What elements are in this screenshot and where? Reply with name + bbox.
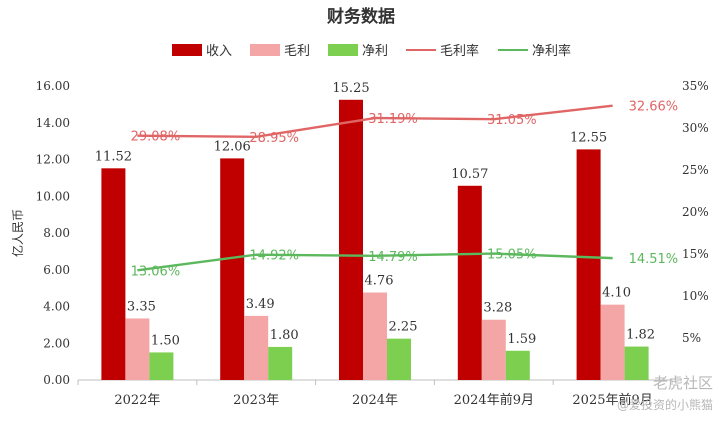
y-tick-label-9: 16.00: [36, 79, 70, 93]
bar-label-3-5: 1.82: [626, 328, 655, 343]
bar-2-3: [363, 292, 387, 380]
bar-3-5: [624, 346, 649, 380]
bar-3-4: [505, 350, 530, 380]
bar-3-2: [268, 346, 293, 380]
bar-1-4: [457, 185, 482, 380]
legend-swatch-1: [172, 44, 202, 56]
x-tick-label-5: 2025年前9月: [572, 392, 652, 408]
bar-1-3: [339, 99, 363, 380]
watermark-author: @爱投资的小熊猫: [616, 398, 713, 412]
line-label-1-1: 29.08%: [131, 130, 181, 145]
line-label-1-4: 31.05%: [487, 113, 537, 128]
legend-label-2: 毛利: [284, 44, 310, 59]
y-tick-label-7: 12.00: [36, 153, 70, 167]
bar-label-2-3: 4.76: [365, 274, 394, 289]
y2-tick-label-1: 5%: [682, 331, 701, 345]
bar-label-3-1: 1.50: [151, 333, 180, 348]
bar-2-2: [244, 315, 269, 380]
y-axis-title: 亿人民币: [10, 209, 25, 257]
y2-tick-label-5: 25%: [682, 163, 709, 177]
legend-label-3: 净利: [362, 44, 388, 59]
y-tick-label-8: 14.00: [36, 116, 70, 130]
bar-1-1: [101, 168, 126, 380]
y-tick-label-3: 4.00: [43, 300, 70, 314]
y-tick-label-2: 2.00: [43, 336, 70, 350]
bar-label-3-3: 2.25: [389, 320, 418, 335]
bar-1-5: [576, 149, 601, 380]
bar-label-1-4: 10.57: [451, 167, 488, 182]
line-label-2-5: 14.51%: [629, 252, 679, 267]
bar-label-2-2: 3.49: [246, 297, 275, 312]
line-label-2-2: 14.92%: [249, 249, 299, 264]
bar-2-1: [125, 318, 150, 380]
bar-2-4: [481, 319, 506, 380]
bar-3-3: [387, 338, 411, 380]
bar-label-3-4: 1.59: [507, 332, 536, 347]
line-label-1-5: 32.66%: [629, 100, 679, 115]
y2-tick-label-3: 15%: [682, 247, 709, 261]
line-label-2-3: 14.79%: [368, 250, 418, 265]
y2-tick-label-7: 35%: [682, 79, 709, 93]
legend-label-1: 收入: [206, 44, 232, 59]
bar-label-1-3: 15.25: [332, 81, 369, 96]
y2-tick-label-4: 20%: [682, 205, 709, 219]
bar-3-1: [149, 352, 174, 380]
line-label-2-1: 13.06%: [131, 264, 181, 279]
x-tick-label-4: 2024年前9月: [454, 392, 534, 408]
line-label-1-3: 31.19%: [368, 112, 418, 127]
y2-tick-label-6: 30%: [682, 121, 709, 135]
bar-label-3-2: 1.80: [270, 328, 299, 343]
line-label-2-4: 15.05%: [487, 248, 537, 263]
y-tick-label-1: 0.00: [43, 373, 70, 387]
bar-label-2-1: 3.35: [127, 299, 156, 314]
x-tick-label-3: 2024年: [352, 393, 398, 408]
bar-label-2-4: 3.28: [483, 301, 512, 316]
bar-2-5: [600, 304, 625, 380]
bar-label-1-5: 12.55: [570, 130, 607, 145]
bar-label-1-2: 12.06: [214, 139, 251, 154]
legend-swatch-2: [250, 44, 280, 56]
bar-label-1-1: 11.52: [95, 149, 132, 164]
y-tick-label-4: 6.00: [43, 263, 70, 277]
y-tick-label-5: 8.00: [43, 226, 70, 240]
x-tick-label-2: 2023年: [233, 393, 279, 408]
legend-label-5: 净利率: [532, 43, 571, 59]
bar-1-2: [220, 158, 245, 380]
y-tick-label-6: 10.00: [36, 189, 70, 203]
y2-tick-label-2: 10%: [682, 289, 709, 303]
x-tick-label-1: 2022年: [114, 393, 160, 408]
chart-title: 财务数据: [326, 6, 395, 27]
watermark-community: 老虎社区: [652, 374, 713, 392]
bar-label-2-5: 4.10: [602, 286, 631, 301]
line-label-1-2: 28.95%: [249, 131, 299, 146]
legend-label-4: 毛利率: [440, 43, 479, 59]
legend-swatch-3: [328, 44, 358, 56]
